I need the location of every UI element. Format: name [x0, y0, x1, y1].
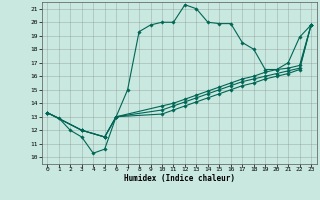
- X-axis label: Humidex (Indice chaleur): Humidex (Indice chaleur): [124, 174, 235, 183]
